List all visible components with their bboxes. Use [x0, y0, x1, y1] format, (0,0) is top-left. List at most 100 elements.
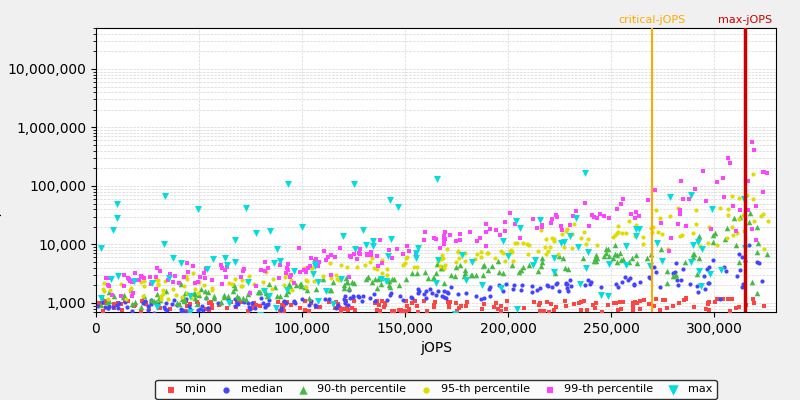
95-th percentile	[435, 256, 448, 262]
99-th percentile	[138, 274, 150, 281]
95-th percentile	[234, 282, 247, 289]
min	[181, 303, 194, 310]
99-th percentile	[722, 154, 734, 161]
max	[359, 242, 372, 248]
95-th percentile	[279, 271, 292, 278]
95-th percentile	[98, 280, 110, 286]
95-th percentile	[399, 255, 412, 261]
99-th percentile	[298, 267, 310, 274]
median	[470, 293, 482, 300]
90-th percentile	[138, 292, 150, 299]
min	[402, 307, 415, 314]
max	[620, 262, 633, 268]
median	[262, 300, 275, 307]
min	[399, 298, 412, 304]
99-th percentile	[642, 197, 654, 204]
95-th percentile	[184, 295, 197, 302]
95-th percentile	[726, 193, 738, 200]
median	[561, 285, 574, 292]
99-th percentile	[262, 265, 274, 271]
95-th percentile	[655, 231, 668, 238]
median	[346, 293, 359, 300]
99-th percentile	[649, 186, 662, 193]
median	[622, 277, 634, 284]
99-th percentile	[325, 272, 338, 278]
max	[495, 285, 508, 292]
median	[145, 296, 158, 303]
max	[281, 287, 294, 293]
90-th percentile	[476, 263, 489, 270]
90-th percentile	[386, 276, 398, 282]
min	[400, 308, 413, 314]
min	[722, 296, 734, 302]
90-th percentile	[588, 258, 601, 264]
median	[397, 296, 410, 303]
90-th percentile	[260, 293, 273, 300]
median	[259, 301, 272, 308]
median	[702, 279, 714, 286]
99-th percentile	[325, 252, 338, 258]
median	[493, 282, 506, 288]
95-th percentile	[376, 256, 389, 263]
95-th percentile	[726, 231, 739, 238]
max	[594, 292, 607, 298]
99-th percentile	[554, 222, 567, 229]
99-th percentile	[102, 282, 114, 288]
max	[194, 328, 207, 334]
90-th percentile	[193, 292, 206, 298]
95-th percentile	[97, 286, 110, 292]
median	[669, 269, 682, 275]
median	[550, 280, 563, 286]
95-th percentile	[534, 227, 547, 234]
max	[201, 266, 214, 272]
median	[442, 290, 455, 296]
min	[278, 302, 290, 308]
99-th percentile	[536, 224, 549, 230]
90-th percentile	[375, 280, 388, 287]
median	[497, 288, 510, 294]
99-th percentile	[726, 202, 739, 209]
99-th percentile	[122, 275, 134, 282]
median	[516, 282, 529, 288]
min	[114, 301, 127, 307]
99-th percentile	[676, 196, 689, 202]
99-th percentile	[299, 269, 312, 276]
min	[494, 307, 507, 314]
min	[680, 295, 693, 302]
90-th percentile	[160, 288, 173, 294]
99-th percentile	[374, 237, 386, 243]
90-th percentile	[96, 294, 109, 300]
90-th percentile	[661, 280, 674, 286]
min	[374, 308, 386, 314]
Text: max-jOPS: max-jOPS	[718, 15, 772, 25]
99-th percentile	[114, 293, 127, 300]
90-th percentile	[393, 282, 406, 288]
90-th percentile	[153, 295, 166, 302]
90-th percentile	[346, 279, 358, 286]
max	[347, 181, 360, 188]
90-th percentile	[107, 293, 120, 299]
max	[570, 215, 582, 221]
max	[295, 224, 308, 230]
95-th percentile	[664, 212, 677, 219]
95-th percentile	[746, 171, 759, 177]
min	[730, 304, 742, 311]
99-th percentile	[255, 266, 268, 273]
min	[277, 304, 290, 311]
90-th percentile	[254, 289, 266, 296]
min	[534, 299, 547, 306]
99-th percentile	[124, 278, 137, 284]
median	[582, 276, 594, 283]
max	[106, 226, 119, 233]
max	[738, 356, 750, 362]
99-th percentile	[674, 211, 686, 217]
99-th percentile	[193, 274, 206, 280]
95-th percentile	[702, 240, 714, 246]
min	[202, 307, 215, 313]
max	[158, 193, 171, 199]
min	[550, 304, 562, 311]
median	[309, 302, 322, 308]
median	[242, 300, 254, 306]
max	[580, 265, 593, 271]
min	[667, 303, 680, 310]
